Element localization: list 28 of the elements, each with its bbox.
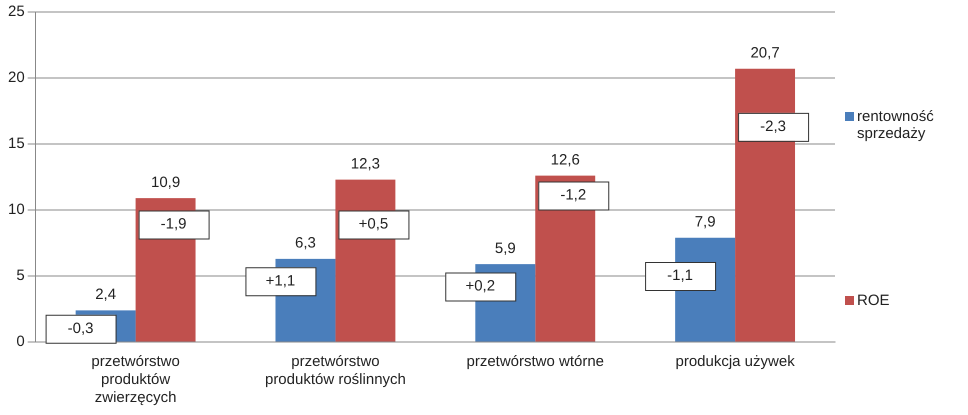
x-tick-label: przetwórstwo wtórne: [466, 353, 604, 370]
data-label: 5,9: [494, 240, 516, 257]
y-tick-label: 20: [8, 69, 25, 86]
data-label: 7,9: [694, 213, 716, 230]
data-label: 10,9: [150, 174, 180, 191]
legend-label: rentowność sprzedaży: [857, 108, 935, 142]
data-label: 6,3: [295, 234, 316, 252]
annotation: -0,3: [68, 320, 94, 337]
annotation: +0,5: [358, 216, 388, 233]
x-tick-label: przetwórstwo produktów zwierzęcych: [91, 353, 180, 406]
legend-label: ROE: [857, 292, 890, 309]
x-tick-label: produkcja używek: [675, 353, 796, 370]
x-tick-label: przetwórstwo produktów roślinnych: [264, 353, 406, 388]
annotation: -1,2: [560, 186, 586, 204]
y-tick-label: 0: [16, 333, 25, 350]
data-label: 20,7: [750, 44, 780, 62]
data-label: 2,4: [95, 286, 116, 303]
data-label: 12,3: [350, 155, 380, 172]
y-tick-label: 25: [8, 3, 25, 20]
y-tick-label: 10: [8, 201, 25, 218]
annotation: +0,2: [465, 278, 496, 295]
annotation: -1,9: [160, 216, 187, 233]
annotation: +1,1: [266, 272, 296, 290]
y-tick-label: 15: [8, 135, 25, 152]
y-tick-label: 5: [16, 267, 25, 284]
annotation: -2,3: [760, 118, 786, 135]
annotation: -1,1: [667, 267, 694, 284]
data-label: 12,6: [550, 151, 580, 168]
